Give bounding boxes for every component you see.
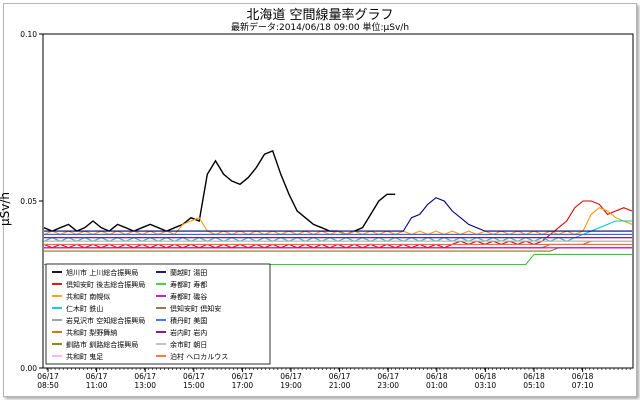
legend-label: 仁木町 鉄山	[66, 304, 103, 313]
x-tick-date: 06/17	[183, 372, 205, 381]
x-tick-date: 06/18	[572, 372, 594, 381]
x-tick-time: 15:00	[183, 381, 205, 390]
x-tick-date: 06/17	[134, 372, 156, 381]
legend-label: 旭川市 上川総合振興局	[66, 268, 138, 277]
x-tick-time: 05:10	[523, 381, 545, 390]
x-tick-time: 03:10	[475, 381, 497, 390]
x-tick-time: 07:10	[572, 381, 594, 390]
legend-label: 共和町 南幌似	[66, 292, 110, 301]
x-tick-time: 13:00	[134, 381, 156, 390]
y-tick-label: 0.10	[20, 30, 37, 39]
x-tick-date: 06/18	[523, 372, 545, 381]
x-tick-date: 06/17	[280, 372, 302, 381]
legend-label: 寿都町 寿都	[170, 280, 207, 289]
y-tick-label: 0.05	[20, 197, 37, 206]
legend-label: 蘭越町 湯田	[170, 268, 207, 277]
x-tick-date: 06/17	[86, 372, 108, 381]
series-line	[44, 197, 632, 232]
x-tick-date: 06/18	[426, 372, 448, 381]
chart-subtitle: 最新データ:2014/06/18 09:00 単位:μSv/h	[230, 23, 410, 33]
x-tick-time: 17:00	[232, 381, 254, 390]
legend-label: 共和町 鬼足	[66, 352, 103, 361]
x-tick-time: 23:00	[377, 381, 399, 390]
legend-label: 寿都町 磯谷	[170, 292, 207, 301]
legend-label: 共和町 梨野舞納	[66, 328, 117, 337]
legend-label: 積丹町 美国	[170, 316, 207, 325]
chart-title: 北海道 空間線量率グラフ	[246, 8, 394, 23]
series-line	[44, 247, 632, 252]
x-tick-time: 11:00	[86, 381, 108, 390]
x-tick-date: 06/17	[377, 372, 399, 381]
legend-label: 倶知安町 後志総合振興局	[66, 280, 145, 289]
legend-box	[45, 263, 271, 365]
legend-label: 岩見沢市 空知総合振興局	[66, 316, 145, 325]
legend-label: 倶知安町 倶知安	[170, 304, 221, 313]
y-tick-label: 0.00	[20, 364, 37, 373]
x-tick-date: 06/17	[329, 372, 351, 381]
x-tick-time: 21:00	[329, 381, 351, 390]
x-tick-date: 06/18	[475, 372, 497, 381]
x-tick-time: 19:00	[280, 381, 302, 390]
legend-label: 泊村 ヘロカルウス	[170, 352, 228, 361]
legend-label: 岩内町 岩内	[170, 328, 207, 337]
x-tick-date: 06/17	[232, 372, 254, 381]
legend-label: 釧路市 釧路総合振興局	[66, 340, 138, 349]
legend-label: 余市町 朝日	[170, 340, 207, 349]
x-tick-time: 01:00	[426, 381, 448, 390]
x-tick-date: 06/17	[37, 372, 59, 381]
x-tick-time: 08:50	[37, 381, 59, 390]
